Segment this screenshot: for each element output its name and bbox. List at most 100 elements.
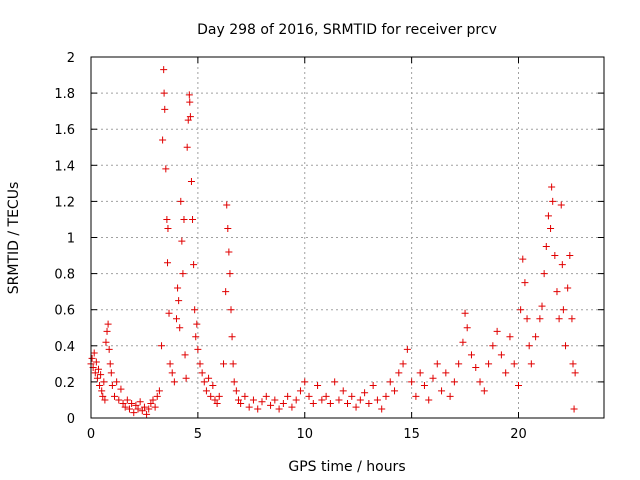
data-point xyxy=(202,387,210,395)
data-point xyxy=(262,392,270,400)
data-point xyxy=(105,345,113,353)
data-point xyxy=(506,333,514,341)
data-point xyxy=(88,354,96,362)
data-point xyxy=(339,387,347,395)
data-point xyxy=(365,400,373,408)
data-point xyxy=(571,369,579,377)
data-point xyxy=(189,215,197,223)
data-point xyxy=(489,342,497,350)
data-point xyxy=(196,360,204,368)
y-tick-label: 0.4 xyxy=(54,340,75,355)
data-point xyxy=(558,261,566,269)
data-point xyxy=(178,237,186,245)
data-point xyxy=(416,369,424,377)
data-point xyxy=(213,400,221,408)
y-tick-label: 1.8 xyxy=(54,87,75,102)
data-point xyxy=(517,306,525,314)
data-point xyxy=(147,400,155,408)
data-point xyxy=(356,396,364,404)
data-point xyxy=(296,387,304,395)
data-point xyxy=(174,284,182,292)
data-point xyxy=(227,306,235,314)
data-point xyxy=(228,333,236,341)
data-point xyxy=(502,369,510,377)
data-point xyxy=(335,396,343,404)
data-point xyxy=(184,116,192,124)
data-point xyxy=(138,407,146,415)
data-point xyxy=(121,403,129,411)
x-tick-label: 15 xyxy=(403,427,420,442)
data-point xyxy=(192,333,200,341)
data-point xyxy=(279,400,287,408)
data-points xyxy=(87,66,579,418)
data-point xyxy=(220,360,228,368)
data-point xyxy=(158,342,166,350)
data-point xyxy=(510,360,518,368)
data-point xyxy=(403,345,411,353)
data-point xyxy=(480,387,488,395)
data-point xyxy=(497,351,505,359)
y-tick-label: 0.6 xyxy=(54,304,75,319)
data-point xyxy=(185,91,193,99)
data-point xyxy=(97,371,105,379)
data-point xyxy=(234,396,242,404)
data-point xyxy=(532,333,540,341)
data-point xyxy=(151,403,159,411)
data-point xyxy=(101,396,109,404)
data-point xyxy=(194,345,202,353)
data-point xyxy=(378,405,386,413)
data-point xyxy=(180,215,188,223)
data-point xyxy=(527,360,535,368)
y-tick-label: 0 xyxy=(67,412,75,427)
data-point xyxy=(164,224,172,232)
data-point xyxy=(249,396,257,404)
data-point xyxy=(562,342,570,350)
data-point xyxy=(232,387,240,395)
data-point xyxy=(132,401,140,409)
data-point xyxy=(179,270,187,278)
data-point xyxy=(222,288,230,296)
data-point xyxy=(547,224,555,232)
data-point xyxy=(155,387,163,395)
data-point xyxy=(412,392,420,400)
data-point xyxy=(226,270,234,278)
data-point xyxy=(90,349,98,357)
data-point xyxy=(91,369,99,377)
data-point xyxy=(191,306,199,314)
data-point xyxy=(446,392,454,400)
data-point xyxy=(258,398,266,406)
data-point xyxy=(193,320,201,328)
y-tick-label: 1.2 xyxy=(54,195,75,210)
x-tick-label: 20 xyxy=(510,427,527,442)
data-point xyxy=(288,403,296,411)
data-point xyxy=(386,378,394,386)
data-point xyxy=(455,360,463,368)
data-point xyxy=(314,382,322,390)
data-point xyxy=(205,374,213,382)
x-tick-label: 5 xyxy=(194,427,202,442)
data-point xyxy=(160,89,168,97)
data-point xyxy=(113,378,121,386)
data-point xyxy=(391,387,399,395)
data-point xyxy=(459,338,467,346)
data-point xyxy=(115,396,123,404)
data-point xyxy=(98,387,106,395)
data-point xyxy=(463,324,471,332)
data-point xyxy=(292,396,300,404)
data-point xyxy=(165,309,173,317)
data-point xyxy=(318,396,326,404)
data-point xyxy=(119,400,127,408)
data-point xyxy=(275,405,283,413)
data-point xyxy=(103,327,111,335)
data-point xyxy=(160,66,168,74)
data-point xyxy=(566,252,574,260)
y-tick-label: 2 xyxy=(67,51,75,66)
data-point xyxy=(237,400,245,408)
data-point xyxy=(515,382,522,390)
data-point xyxy=(128,400,136,408)
data-point xyxy=(177,197,185,205)
data-point xyxy=(382,392,390,400)
data-point xyxy=(544,212,552,220)
data-point xyxy=(102,338,110,346)
data-point xyxy=(433,360,441,368)
